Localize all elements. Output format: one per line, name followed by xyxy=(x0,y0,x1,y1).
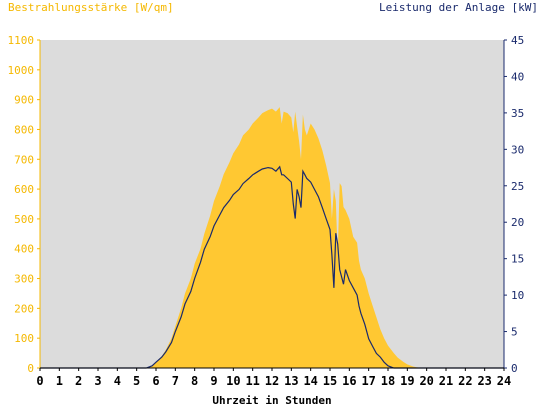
right-tick-label: 30 xyxy=(511,143,524,156)
right-tick-label: 35 xyxy=(511,107,524,120)
left-tick-label: 200 xyxy=(14,302,34,315)
right-tick-label: 15 xyxy=(511,253,524,266)
x-tick-label: 12 xyxy=(265,374,279,388)
x-tick-label: 17 xyxy=(361,374,375,388)
left-tick-label: 700 xyxy=(14,153,34,166)
left-tick-label: 900 xyxy=(14,94,34,107)
x-tick-label: 13 xyxy=(284,374,298,388)
left-tick-label: 400 xyxy=(14,243,34,256)
x-tick-label: 18 xyxy=(381,374,395,388)
left-tick-label: 500 xyxy=(14,213,34,226)
x-tick-label: 20 xyxy=(419,374,433,388)
right-tick-label: 40 xyxy=(511,70,524,83)
x-tick-label: 9 xyxy=(210,374,217,388)
x-tick-label: 8 xyxy=(191,374,198,388)
x-tick-label: 23 xyxy=(477,374,491,388)
x-tick-label: 7 xyxy=(172,374,179,388)
x-tick-label: 6 xyxy=(152,374,159,388)
left-tick-label: 600 xyxy=(14,183,34,196)
left-tick-label: 1000 xyxy=(8,64,35,77)
x-tick-label: 19 xyxy=(400,374,414,388)
left-tick-label: 800 xyxy=(14,123,34,136)
power-line xyxy=(40,165,504,369)
x-tick-label: 3 xyxy=(94,374,101,388)
left-axis-title: Bestrahlungsstärke [W/qm] xyxy=(8,1,174,14)
x-tick-label: 1 xyxy=(56,374,63,388)
left-tick-label: 100 xyxy=(14,332,34,345)
right-tick-label: 25 xyxy=(511,180,524,193)
irradiance-area xyxy=(40,107,504,368)
right-tick-label: 0 xyxy=(511,362,518,375)
x-tick-label: 0 xyxy=(36,374,43,388)
x-tick-label: 4 xyxy=(114,374,121,388)
x-axis-title: Uhrzeit in Stunden xyxy=(212,394,332,407)
right-tick-label: 45 xyxy=(511,34,524,47)
x-tick-label: 10 xyxy=(226,374,240,388)
x-tick-label: 5 xyxy=(133,374,140,388)
left-tick-label: 1100 xyxy=(8,34,35,47)
x-tick-label: 24 xyxy=(497,374,511,388)
left-tick-label: 0 xyxy=(27,362,34,375)
x-tick-label: 16 xyxy=(342,374,356,388)
right-tick-label: 20 xyxy=(511,216,524,229)
x-tick-label: 22 xyxy=(458,374,472,388)
x-tick-label: 2 xyxy=(75,374,82,388)
left-tick-label: 300 xyxy=(14,273,34,286)
x-tick-label: 15 xyxy=(323,374,337,388)
right-axis-title: Leistung der Anlage [kW] xyxy=(379,1,538,14)
x-tick-label: 14 xyxy=(303,374,317,388)
right-tick-label: 10 xyxy=(511,289,524,302)
right-tick-label: 5 xyxy=(511,326,518,339)
x-tick-label: 21 xyxy=(439,374,453,388)
x-tick-label: 11 xyxy=(245,374,259,388)
